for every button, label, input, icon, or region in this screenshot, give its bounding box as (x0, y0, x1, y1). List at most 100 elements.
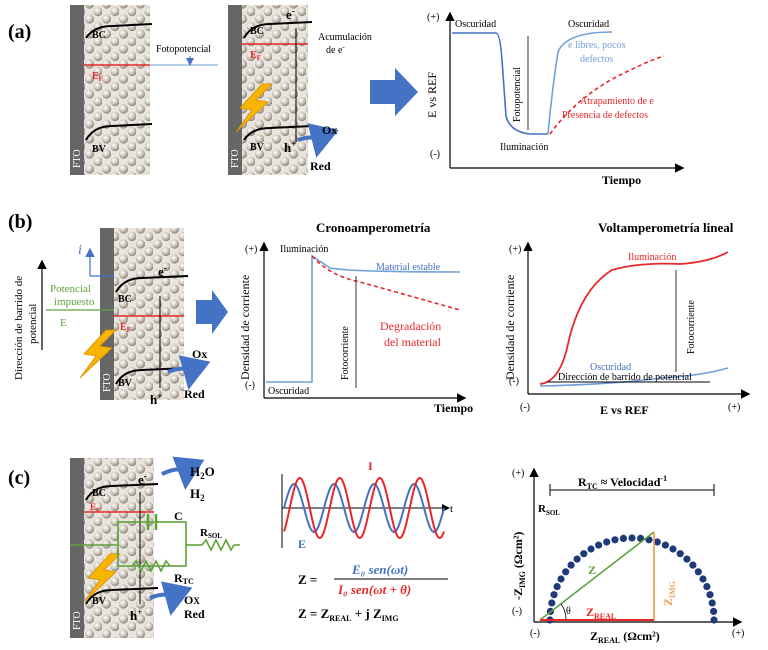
direction-label-1: Dirección de barrido de (13, 276, 25, 380)
eq-numerator: E₀ sen(ωt) (351, 562, 408, 577)
redox-arrow-icon (149, 581, 193, 616)
nyquist-point (683, 555, 691, 563)
bv-label: BV (118, 378, 133, 389)
y-minus-label: (-) (245, 380, 255, 391)
atrapamiento-label-1: Atrapamiento de e (580, 96, 654, 107)
x-minus-label: (-) (520, 402, 530, 413)
x-plus-label: (+) (728, 402, 740, 413)
sine-wave-graph: I E t (281, 459, 453, 551)
hole-label: h+ (130, 607, 142, 623)
y-minus-label: (-) (512, 606, 522, 617)
rsol-resistor-icon (201, 538, 235, 552)
z-label: Z (588, 563, 596, 577)
ef-label: EF (120, 322, 131, 334)
conduction-band (85, 23, 153, 39)
nyquist-point (710, 607, 718, 616)
valence-band (243, 125, 313, 141)
electron-label: e- (286, 6, 295, 22)
atrapamiento-label-2: Presencia de defectos (562, 110, 648, 121)
nyquist-point (703, 583, 711, 591)
curve-few-defects (547, 31, 613, 135)
curve-defects (549, 55, 665, 135)
ox-label: OX (184, 593, 200, 607)
volta-graph: Voltamperometría lineal (+) (-) Densidad… (503, 220, 751, 417)
current-wave (283, 476, 445, 540)
electron-label: e- (138, 471, 147, 487)
zreal-label: ZREAL (586, 605, 616, 621)
conduction-band (243, 21, 313, 39)
y-plus-label: (+) (512, 468, 524, 479)
nyquist-point (553, 583, 561, 591)
conduction-band (85, 483, 159, 501)
rsol-label: RSOL (200, 527, 222, 540)
nyquist-point (699, 575, 707, 583)
panel-c: (c) FTO BC e- EF BV h+ C (8, 456, 744, 645)
nyquist-point (580, 550, 588, 558)
fotocorriente-label: Fotocorriente (340, 326, 351, 380)
lightning-icon (235, 83, 273, 133)
direccion-label: Dirección de barrido de potencial (558, 372, 692, 383)
sphere-film (242, 5, 308, 175)
ox-label: Ox (192, 347, 207, 361)
fto-label: FTO (230, 149, 241, 168)
nyquist-point (567, 561, 575, 569)
estable-label: Material estable (376, 262, 441, 273)
sphere-film (84, 5, 150, 175)
iluminacion-label: Iluminación (500, 142, 548, 153)
x-minus-label: (-) (530, 628, 540, 639)
voltage-wave (283, 482, 445, 534)
nyquist-point (669, 545, 677, 553)
y-axis-label: Densidad de corriente (503, 275, 517, 380)
flow-arrow-icon (370, 68, 418, 116)
x-axis-label: Tiempo (434, 401, 473, 415)
nyquist-point (676, 550, 684, 558)
y-minus-label: (-) (509, 376, 519, 387)
bc-label: BC (92, 488, 106, 499)
y-axis-label: Densidad de corriente (238, 275, 252, 380)
bc-label: BC (250, 26, 264, 37)
red-label: Red (310, 159, 331, 173)
red-label: Red (184, 607, 205, 621)
wave-t-label: t (450, 503, 453, 515)
valence-band (85, 587, 159, 605)
nyquist-graph: (+) (-) (-) (+) -ZIMG (Ωcm²) ZREAL (Ωcm²… (511, 467, 744, 645)
nyquist-point (689, 561, 697, 569)
rtc-resistor-icon (131, 559, 171, 573)
iluminacion-label: Iluminación (280, 244, 328, 255)
redox-arrow-icon (167, 355, 211, 390)
y-minus-label: (-) (430, 149, 440, 160)
panel-a-semiconductor-dark: FTO BC EF BV (70, 5, 153, 175)
nyquist-point (619, 534, 628, 543)
wave-e-label: E (298, 537, 306, 551)
nyquist-point (708, 599, 716, 607)
panel-b-label: (b) (8, 211, 32, 233)
water-arrow-icon (161, 456, 205, 490)
nyquist-point (550, 591, 558, 599)
direction-label-2: potencial (27, 304, 39, 344)
current-label: i (78, 243, 82, 258)
rsol-label: RSOL (538, 503, 560, 517)
h2o-label: H2O (190, 464, 215, 481)
valence-band (85, 123, 153, 141)
libres-label-2: defectos (580, 54, 613, 65)
ef-label: EF (250, 50, 261, 62)
panel-c-semiconductor: FTO BC e- EF BV h+ (70, 458, 159, 638)
oscuridad-left-label: Oscuridad (455, 19, 496, 30)
volta-title: Voltamperometría lineal (598, 220, 734, 235)
eq-z-label: Z = (298, 572, 317, 587)
nyquist-point (710, 616, 718, 624)
nyquist-point (653, 538, 661, 546)
panel-a-graph: (+) (-) E vs REF Tiempo Oscuridad Oscuri… (425, 11, 685, 187)
nyquist-point (587, 545, 595, 553)
y-plus-label: (+) (245, 244, 257, 255)
x-axis-label: E vs REF (600, 403, 649, 417)
fotopotencial-label: Fotopotencial (512, 67, 523, 122)
curve-dark (539, 367, 729, 387)
nyquist-point (694, 568, 702, 576)
panel-a-semiconductor-light: FTO BC e- EF BV h+ Ox Red (228, 5, 339, 175)
oscuridad-label: Oscuridad (590, 362, 631, 373)
fto-layer (100, 228, 114, 400)
hole-label: h+ (150, 391, 162, 407)
oscuridad-label: Oscuridad (268, 386, 309, 397)
lightning-icon (79, 329, 117, 379)
